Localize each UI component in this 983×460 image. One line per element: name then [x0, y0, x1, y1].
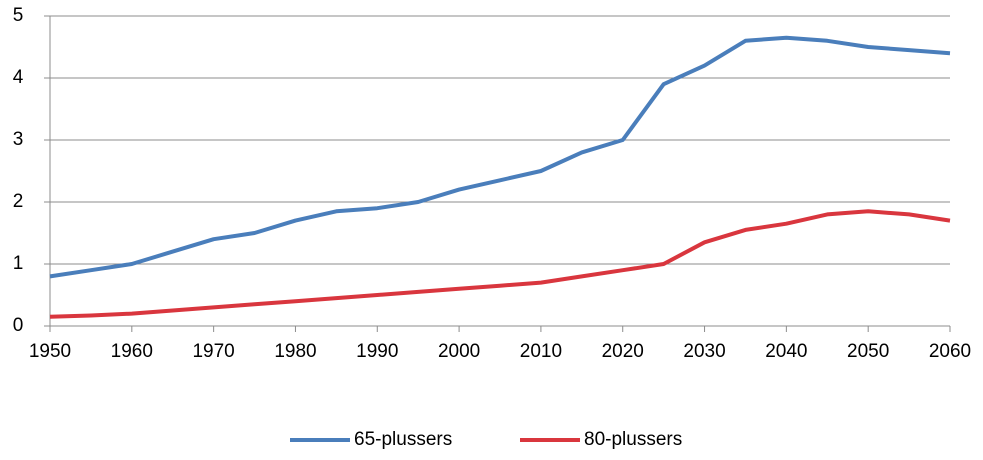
x-tick-label: 2030 [683, 341, 725, 362]
series-line [49, 35, 951, 279]
x-tick-label: 2010 [520, 341, 562, 362]
x-tick-label: 1950 [29, 341, 71, 362]
x-tick-label: 2050 [847, 341, 889, 362]
x-tick-label: 2000 [438, 341, 480, 362]
x-tick-label: 2020 [602, 341, 644, 362]
series-line [49, 209, 951, 319]
y-tick-label: 1 [13, 253, 24, 274]
x-tick-label: 2060 [929, 341, 971, 362]
x-tick-label: 1990 [356, 341, 398, 362]
y-tick-label: 3 [13, 129, 24, 150]
x-tick-label: 2040 [765, 341, 807, 362]
legend-label: 80-plussers [584, 429, 682, 450]
x-tick-label: 1960 [111, 341, 153, 362]
x-tick-label: 1970 [192, 341, 234, 362]
x-tick-label: 1980 [274, 341, 316, 362]
y-tick-label: 0 [13, 315, 24, 336]
y-tick-label: 4 [13, 67, 24, 88]
y-tick-label: 5 [13, 5, 24, 26]
legend-label: 65-plussers [354, 429, 452, 450]
y-tick-label: 2 [13, 191, 24, 212]
